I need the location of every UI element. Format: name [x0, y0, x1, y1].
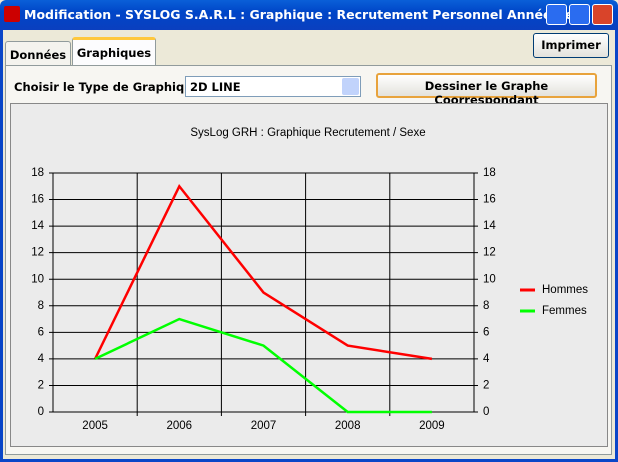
- x-tick-label: 2007: [251, 420, 277, 432]
- y2-tick-label: 4: [483, 353, 490, 365]
- y-tick-label: 10: [31, 273, 44, 285]
- y-tick-label: 4: [38, 353, 45, 365]
- chart-title: SysLog GRH : Graphique Recrutement / Sex…: [190, 127, 425, 139]
- y2-tick-label: 0: [483, 406, 489, 418]
- legend-label: Hommes: [542, 284, 588, 296]
- x-tick-label: 2006: [167, 420, 193, 432]
- y-tick-label: 6: [38, 326, 44, 338]
- y2-tick-label: 6: [483, 326, 489, 338]
- y-tick-label: 2: [38, 379, 44, 391]
- y-tick-label: 8: [38, 300, 44, 312]
- x-tick-label: 2009: [419, 420, 445, 432]
- app-icon: [4, 6, 20, 22]
- y2-tick-label: 18: [483, 167, 496, 179]
- chart: SysLog GRH : Graphique Recrutement / Sex…: [10, 103, 608, 447]
- x-tick-label: 2008: [335, 420, 361, 432]
- y-tick-label: 0: [38, 406, 44, 418]
- y2-tick-label: 10: [483, 273, 496, 285]
- minimize-button[interactable]: [546, 4, 567, 25]
- chart-type-label: Choisir le Type de Graphique :: [14, 80, 209, 94]
- series-line: [94, 317, 432, 414]
- tab-selected[interactable]: Graphiques: [72, 37, 156, 66]
- draw-button[interactable]: Dessiner le Graphe Coorrespondant: [376, 73, 597, 107]
- y-tick-label: 16: [31, 194, 44, 206]
- y2-tick-label: 8: [483, 300, 489, 312]
- tab[interactable]: Données: [5, 41, 71, 65]
- series-line: [93, 183, 433, 361]
- y-tick-label: 18: [31, 167, 44, 179]
- y-tick-label: 14: [31, 220, 44, 232]
- y2-tick-label: 2: [483, 379, 489, 391]
- x-tick-label: 2005: [82, 420, 108, 432]
- title-bar: Modification - SYSLOG S.A.R.L : Graphiqu…: [0, 0, 618, 30]
- window-title: Modification - SYSLOG S.A.R.L : Graphiqu…: [24, 7, 591, 22]
- close-button[interactable]: [592, 4, 613, 25]
- dropdown-arrow[interactable]: [342, 78, 359, 95]
- window-frame: [0, 30, 618, 462]
- print-button[interactable]: Imprimer: [533, 33, 609, 58]
- y2-tick-label: 12: [483, 247, 496, 259]
- legend-label: Femmes: [542, 305, 587, 317]
- select-value: 2D LINE: [190, 80, 241, 94]
- y-tick-label: 12: [31, 247, 44, 259]
- maximize-button[interactable]: [569, 4, 590, 25]
- y2-tick-label: 14: [483, 220, 496, 232]
- y2-tick-label: 16: [483, 194, 496, 206]
- chart-type-select[interactable]: 2D LINE: [185, 76, 361, 97]
